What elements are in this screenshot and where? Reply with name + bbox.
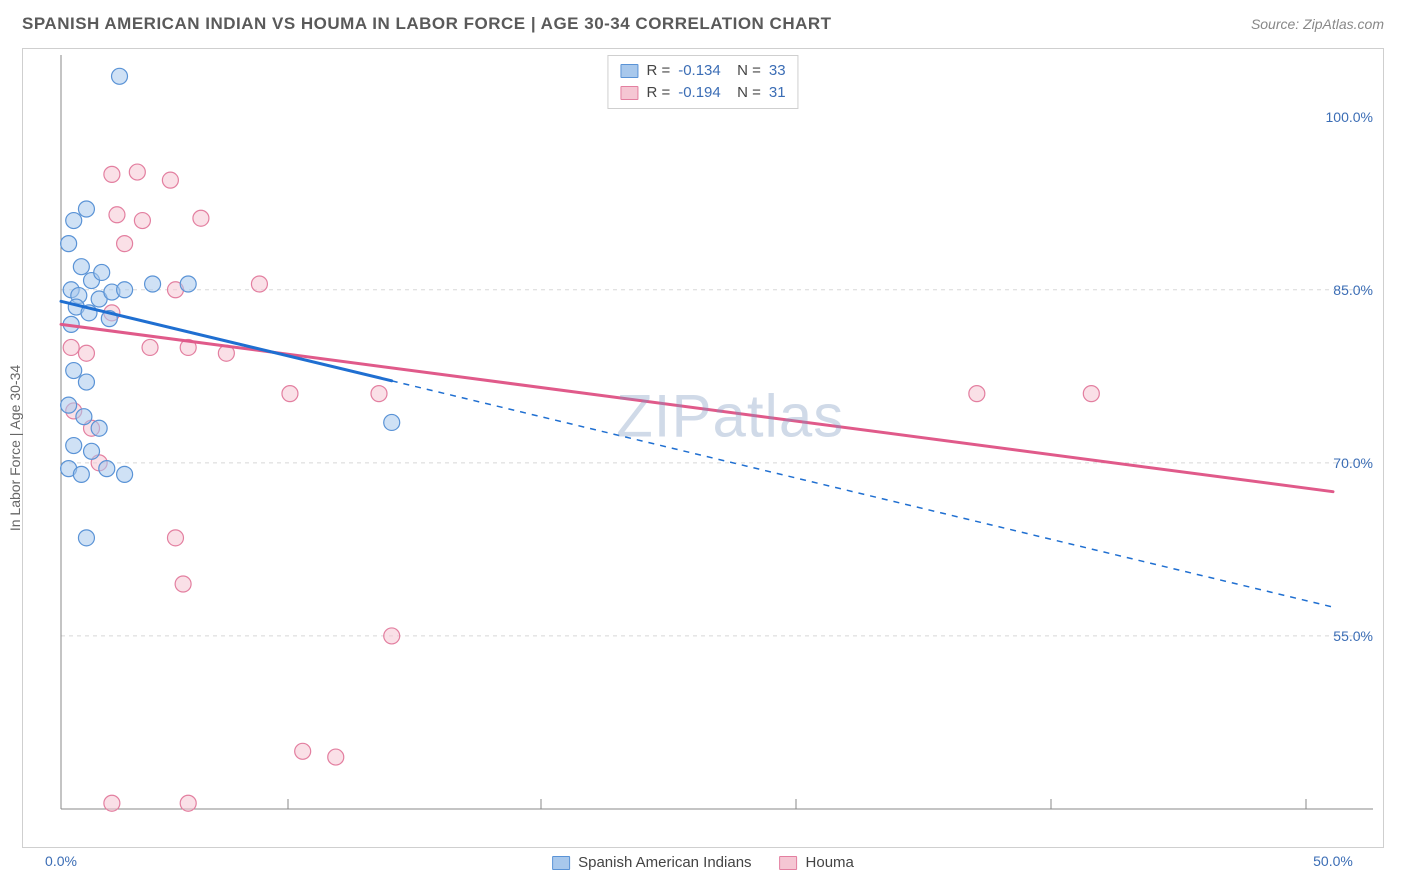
y-tick-label: 55.0%: [1333, 628, 1373, 644]
n-value-b: 31: [769, 82, 786, 104]
chart-title: SPANISH AMERICAN INDIAN VS HOUMA IN LABO…: [22, 14, 832, 34]
swatch-b: [780, 856, 798, 870]
r-value-a: -0.134: [678, 60, 721, 82]
legend-item-b: Houma: [780, 854, 854, 871]
y-axis-label: In Labor Force | Age 30-34: [7, 365, 23, 531]
r-label: R =: [646, 82, 670, 104]
r-value-b: -0.194: [678, 82, 721, 104]
series-legend: Spanish American Indians Houma: [552, 854, 854, 871]
y-tick-label: 70.0%: [1333, 455, 1373, 471]
n-value-a: 33: [769, 60, 786, 82]
y-tick-label: 100.0%: [1326, 109, 1373, 125]
legend-row-b: R = -0.194 N = 31: [620, 82, 785, 104]
legend-row-a: R = -0.134 N = 33: [620, 60, 785, 82]
swatch-b: [620, 86, 638, 100]
swatch-a: [620, 64, 638, 78]
series-a-label: Spanish American Indians: [578, 854, 751, 871]
swatch-a: [552, 856, 570, 870]
y-tick-label: 85.0%: [1333, 282, 1373, 298]
source-attribution: Source: ZipAtlas.com: [1251, 16, 1384, 32]
r-label: R =: [646, 60, 670, 82]
x-tick-label: 0.0%: [45, 853, 77, 869]
chart-container: In Labor Force | Age 30-34 ZIPatlas R = …: [22, 48, 1384, 848]
correlation-legend: R = -0.134 N = 33 R = -0.194 N = 31: [607, 55, 798, 109]
x-tick-label: 50.0%: [1313, 853, 1353, 869]
scatter-plot-svg: [23, 49, 1383, 847]
legend-item-a: Spanish American Indians: [552, 854, 751, 871]
series-b-label: Houma: [806, 854, 854, 871]
